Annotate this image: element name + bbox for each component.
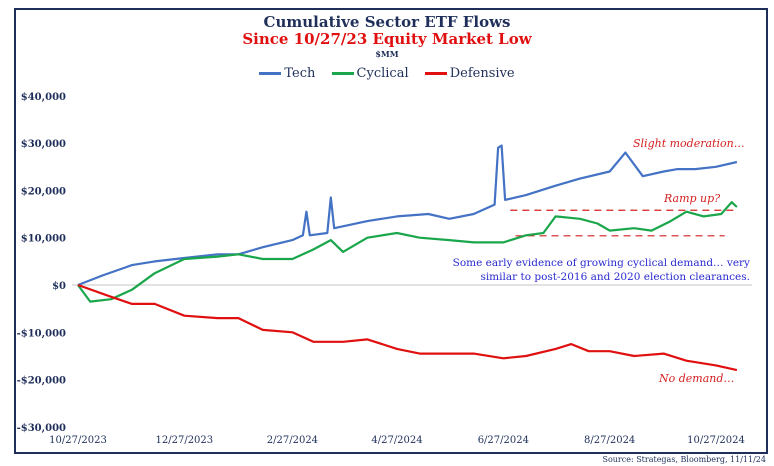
chart-subtitle: Since 10/27/23 Equity Market Low (242, 30, 532, 48)
legend-swatch (424, 72, 447, 75)
y-tick-label: $10,000 (21, 234, 66, 245)
x-tick-label: 6/27/2024 (478, 435, 529, 446)
y-tick-label: $40,000 (21, 92, 66, 103)
chart-unit: $MM (375, 49, 399, 59)
legend-item-tech: Tech (259, 66, 315, 81)
x-tick-label: 12/27/2023 (156, 435, 214, 446)
series-line-defensive (77, 283, 738, 372)
annotation-note: Some early evidence of growing cyclical … (450, 256, 750, 284)
annotation-no-demand: No demand… (659, 372, 735, 385)
chart-frame (14, 8, 768, 454)
y-tick-label: -$20,000 (17, 376, 66, 387)
legend-label: Defensive (449, 66, 515, 81)
y-tick-label: $20,000 (21, 186, 66, 197)
legend-item-defensive: Defensive (424, 66, 515, 81)
note-line: Some early evidence of growing cyclical … (452, 257, 750, 269)
y-tick-label: $30,000 (21, 139, 66, 150)
x-tick-label: 2/27/2024 (267, 435, 318, 446)
y-tick-label: $0 (52, 281, 66, 292)
legend-label: Cyclical (356, 66, 409, 81)
source-note: Source: Strategas, Bloomberg, 11/11/24 (602, 455, 766, 464)
annotation-ramp-up: Ramp up? (664, 192, 721, 205)
y-tick-label: -$10,000 (17, 328, 66, 339)
note-line: similar to post-2016 and 2020 election c… (480, 271, 750, 283)
x-tick-label: 10/27/2024 (687, 435, 745, 446)
legend-item-cyclical: Cyclical (331, 66, 409, 81)
legend-swatch (259, 72, 282, 75)
y-tick-label: -$30,000 (17, 423, 66, 434)
series-line-cyclical (77, 201, 738, 303)
chart-title: Cumulative Sector ETF Flows (263, 13, 511, 31)
x-tick-label: 10/27/2023 (49, 435, 107, 446)
x-tick-label: 8/27/2024 (584, 435, 635, 446)
x-tick-label: 4/27/2024 (371, 435, 422, 446)
legend-swatch (331, 72, 354, 75)
annotation-slight-moderation: Slight moderation… (633, 137, 745, 150)
legend: Tech Cyclical Defensive (0, 66, 774, 81)
legend-label: Tech (284, 66, 316, 81)
